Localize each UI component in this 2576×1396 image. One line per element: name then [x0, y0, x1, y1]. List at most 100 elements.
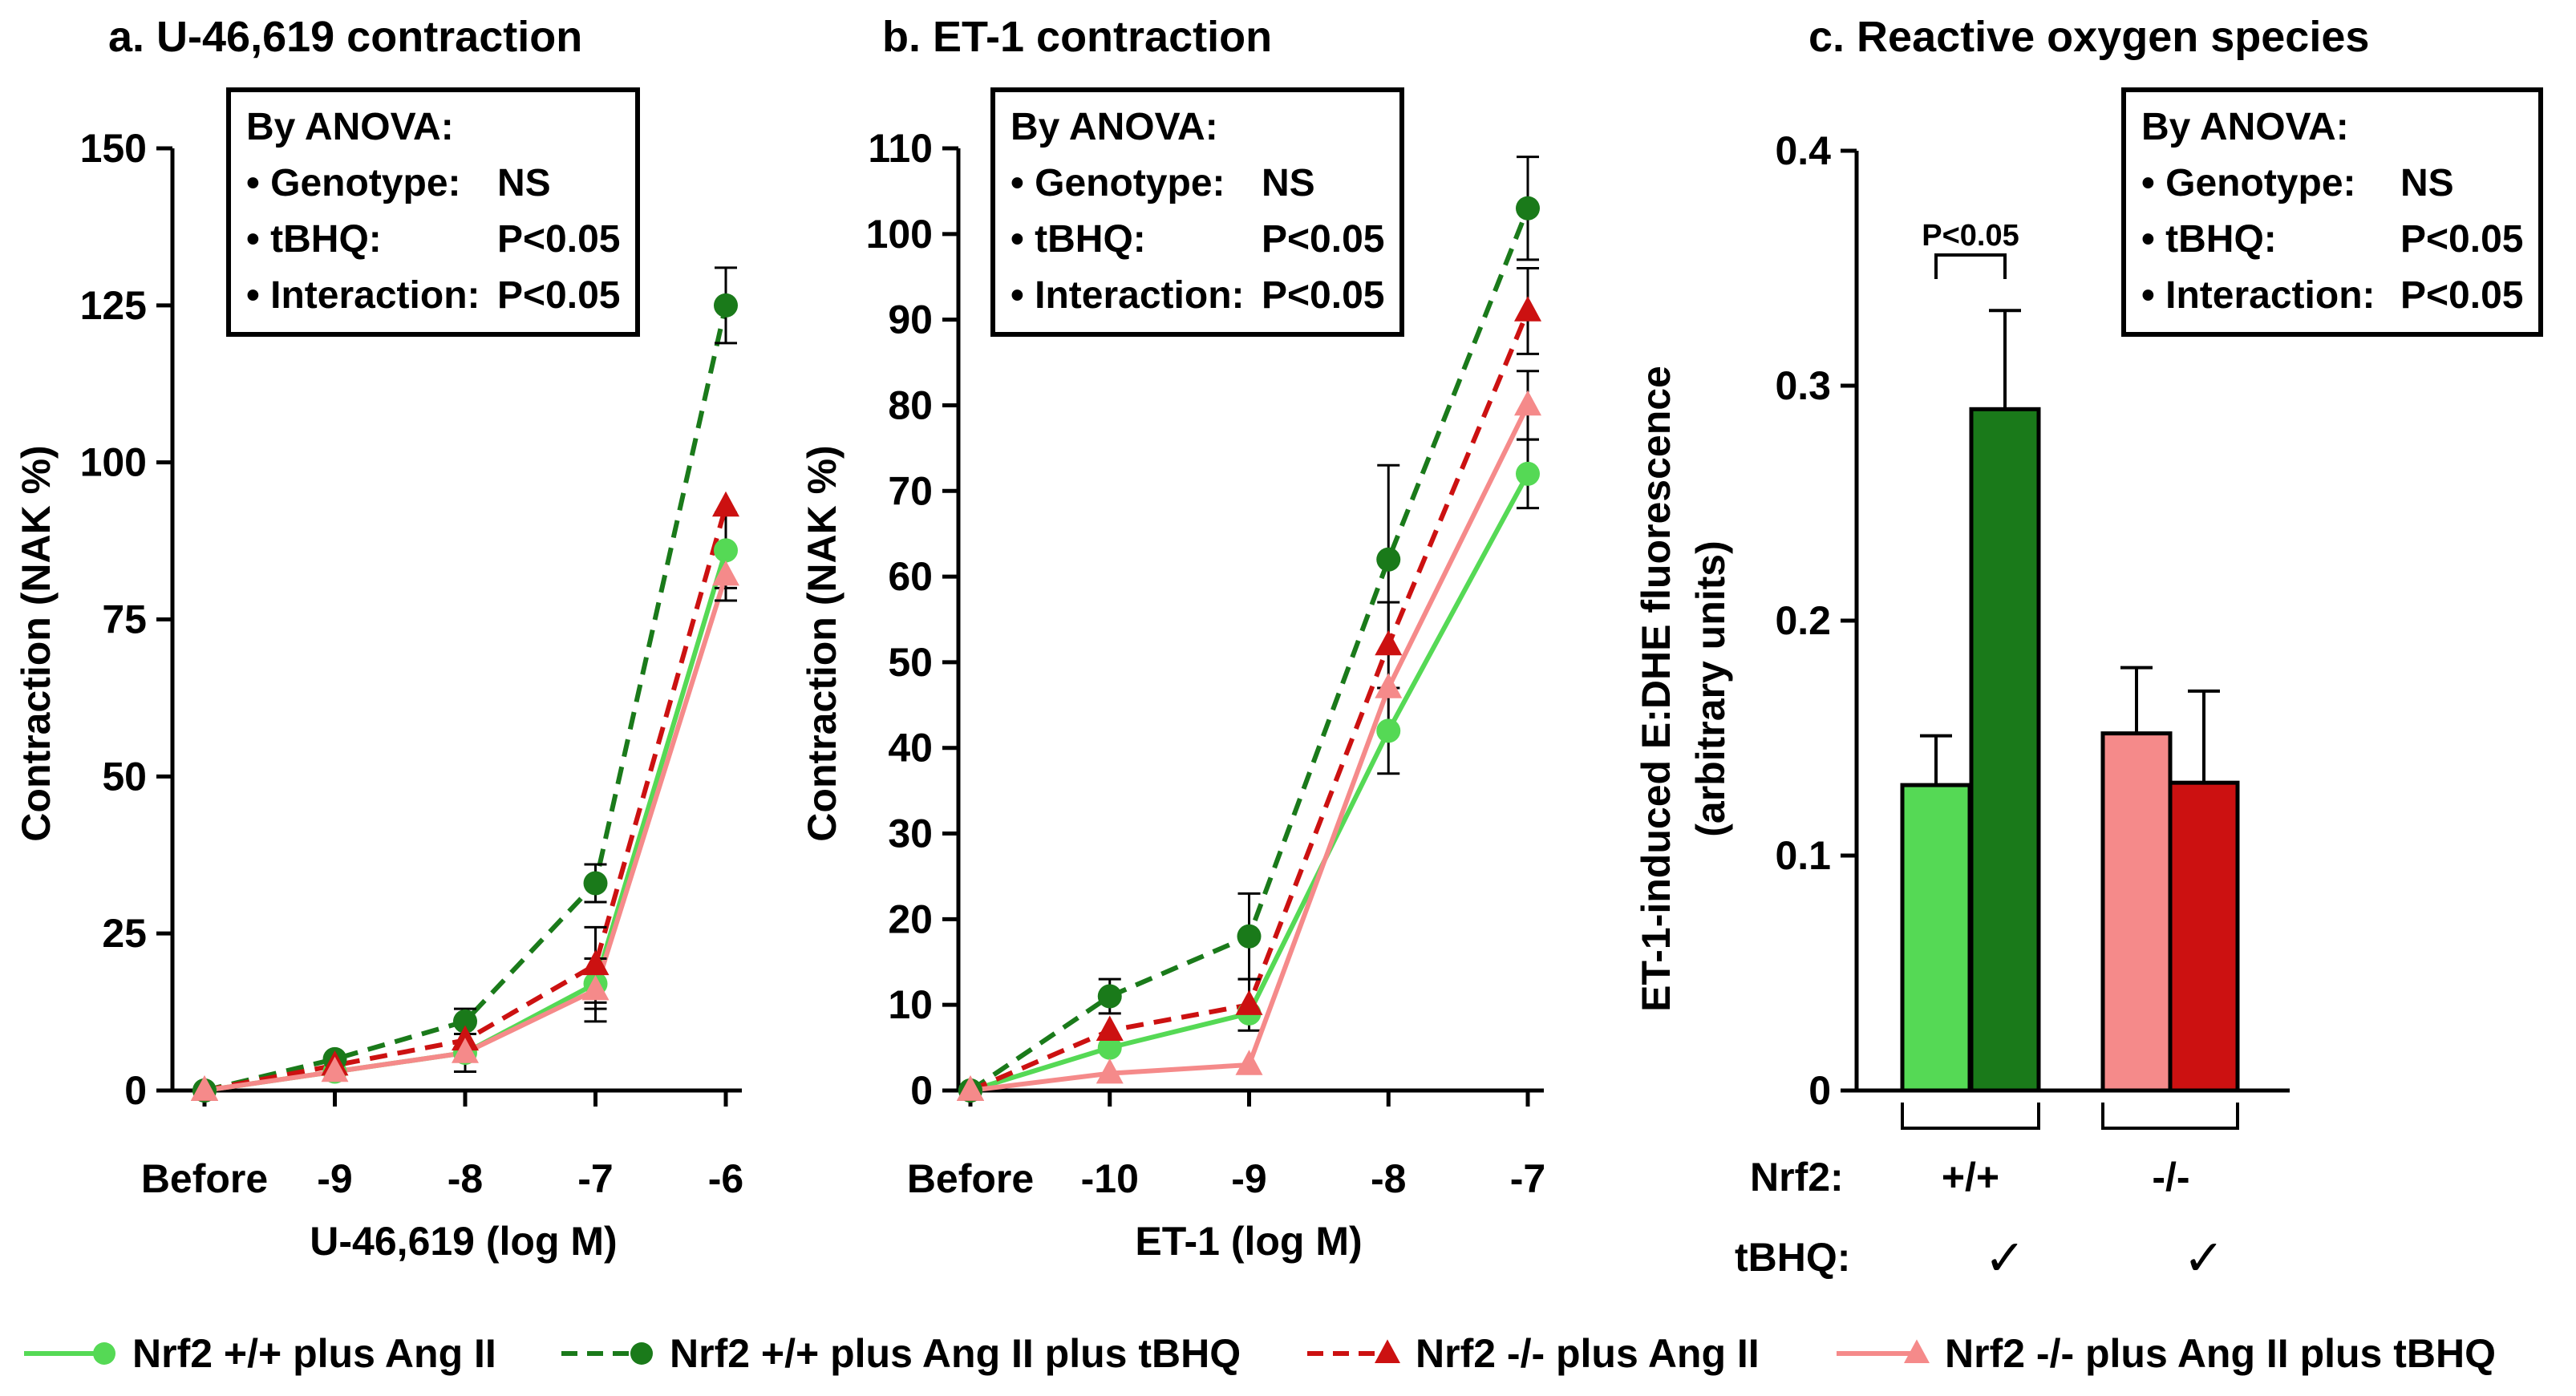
b-point-1-4: [1516, 196, 1540, 221]
a-point-1-3: [583, 871, 608, 896]
c-bar-2: [2100, 731, 2173, 1093]
b-point-3-3: [1375, 673, 1403, 698]
a-y-tick-label-5: 125: [80, 283, 147, 328]
a-anova-label-1: • tBHQ:: [246, 218, 382, 261]
c-y-tick-label-3: 0.3: [1775, 363, 1831, 408]
b-y-tick-label-5: 50: [888, 640, 933, 685]
a-anova-box: [226, 87, 640, 337]
b-point-3-4: [1514, 390, 1541, 416]
a-anova-header: By ANOVA:: [246, 106, 454, 148]
b-title: b. ET-1 contraction: [882, 13, 1272, 61]
a-x-tick-label-0: Before: [141, 1156, 268, 1201]
b-point-2-1: [1096, 1015, 1124, 1041]
b-y-tick-label-4: 40: [888, 726, 933, 771]
panel-c-ros-bar-chart: c. Reactive oxygen species 0 0.1 0.2 0.3 0.4 E…: [1634, 13, 2543, 1286]
c-significance-bracket: [1934, 253, 2007, 279]
a-y-axis-label: Contraction (NAK %): [14, 445, 59, 841]
a-x-tick-label-4: -6: [708, 1156, 743, 1201]
legend-marker-1: [630, 1342, 653, 1365]
c-anova-value-2: P<0.05: [2400, 274, 2523, 317]
c-nrf2-row-label: Nrf2:: [1750, 1155, 1844, 1200]
a-y-tick-label-4: 100: [80, 440, 147, 485]
c-bar-1: [1969, 407, 2041, 1093]
b-point-0-4: [1516, 461, 1540, 486]
c-y-axis-label-1: (arbitrary units): [1688, 540, 1733, 837]
a-point-3-0: [191, 1075, 218, 1101]
c-group-bracket-1: [2101, 1103, 2239, 1130]
legend-label-2: Nrf2 -/- plus Ang II: [1416, 1331, 1760, 1376]
c-anova-value-0: NS: [2400, 162, 2454, 204]
a-y-tick-label-1: 25: [102, 911, 147, 956]
c-group-bracket-0: [1901, 1103, 2040, 1130]
b-point-1-1: [1097, 984, 1122, 1009]
legend-label-0: Nrf2 +/+ plus Ang II: [132, 1331, 496, 1376]
b-anova-header: By ANOVA:: [1011, 106, 1218, 148]
a-series-line-2: [204, 505, 728, 1093]
legend: Nrf2 +/+ plus Ang II Nrf2 +/+ plus Ang II…: [24, 1331, 2496, 1376]
c-anova-header: By ANOVA:: [2141, 106, 2349, 148]
b-point-3-0: [957, 1075, 984, 1101]
a-anova-value-2: P<0.05: [497, 274, 620, 317]
c-bar-0: [1900, 783, 1972, 1093]
b-anova-box: [990, 87, 1404, 337]
a-x-tick-label-2: -8: [448, 1156, 483, 1201]
c-title: c. Reactive oxygen species: [1808, 13, 2369, 61]
a-x-axis-label: U-46,619 (log M): [310, 1219, 617, 1264]
a-series-line-1: [204, 305, 728, 1093]
b-point-0-1: [1097, 1035, 1122, 1060]
b-x-tick-label-3: -8: [1371, 1156, 1406, 1201]
panel-b-et1-chart: b. ET-1 contraction 0 10 20 30 40 50 60 70 80 90 10…: [800, 13, 1545, 1264]
legend-marker-2: [1375, 1339, 1400, 1363]
b-y-tick-label-11: 110: [868, 126, 933, 171]
b-point-2-2: [1235, 989, 1263, 1015]
a-point-2-3: [581, 949, 610, 976]
panel-a-u46619-chart: a. U-46,619 contraction 0 25 50 75 100 125 150 B…: [14, 13, 743, 1264]
c-tbhq-check-0: ✓: [1984, 1231, 2026, 1286]
b-anova-label-0: • Genotype:: [1011, 162, 1225, 204]
b-y-tick-label-8: 80: [888, 382, 933, 427]
c-bar-3: [2168, 780, 2240, 1093]
c-anova-label-2: • Interaction:: [2141, 274, 2376, 317]
b-y-tick-label-6: 60: [888, 554, 933, 599]
c-anova-box: [2121, 87, 2543, 337]
b-y-tick-label-9: 90: [888, 297, 933, 342]
c-anova-label-1: • tBHQ:: [2141, 218, 2277, 261]
legend-marker-0: [93, 1342, 115, 1365]
b-anova-value-2: P<0.05: [1262, 274, 1384, 317]
a-point-2-4: [712, 491, 739, 517]
a-y-tick-label-6: 150: [80, 126, 147, 171]
a-point-3-2: [452, 1038, 479, 1063]
b-anova-label-1: • tBHQ:: [1011, 218, 1146, 261]
b-y-tick-label-2: 20: [888, 896, 933, 941]
b-point-3-1: [1096, 1058, 1124, 1084]
a-point-3-4: [712, 560, 739, 586]
c-y-axis-label-0: ET-1-induced E:DHE fluorescence: [1634, 366, 1679, 1012]
b-anova-label-2: • Interaction:: [1011, 274, 1245, 317]
a-x-tick-label-1: -9: [317, 1156, 352, 1201]
b-y-tick-label-7: 70: [888, 468, 933, 513]
b-point-2-4: [1514, 296, 1541, 322]
legend-label-3: Nrf2 -/- plus Ang II plus tBHQ: [1945, 1331, 2496, 1376]
b-point-0-3: [1376, 718, 1401, 743]
a-y-tick-label-0: 0: [124, 1068, 147, 1113]
c-group-label-1: -/-: [2152, 1155, 2189, 1200]
b-point-1-3: [1376, 547, 1401, 572]
b-y-tick-label-3: 30: [888, 811, 933, 856]
b-anova-value-1: P<0.05: [1262, 218, 1384, 261]
c-y-tick-label-4: 0.4: [1775, 128, 1831, 173]
a-point-0-4: [714, 538, 738, 563]
c-anova-label-0: • Genotype:: [2141, 162, 2356, 204]
a-title: a. U-46,619 contraction: [108, 13, 582, 61]
b-y-axis-label: Contraction (NAK %): [800, 445, 844, 841]
b-x-tick-label-4: -7: [1510, 1156, 1545, 1201]
b-y-tick-label-0: 0: [910, 1068, 933, 1113]
b-anova-value-0: NS: [1262, 162, 1315, 204]
a-anova-label-2: • Interaction:: [246, 274, 480, 317]
a-x-tick-label-3: -7: [577, 1156, 613, 1201]
b-point-3-2: [1235, 1050, 1263, 1075]
a-point-1-4: [714, 293, 738, 318]
c-y-tick-label-0: 0: [1808, 1068, 1831, 1113]
b-y-tick-label-1: 10: [888, 982, 933, 1027]
c-y-tick-label-2: 0.2: [1775, 598, 1831, 643]
